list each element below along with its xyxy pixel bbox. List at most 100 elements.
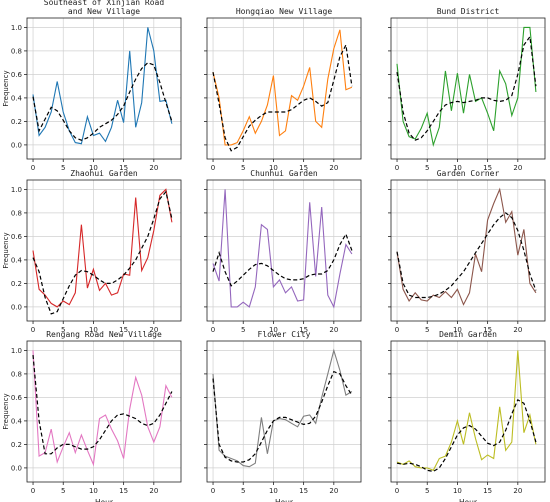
x-tick-label: 10	[269, 164, 278, 172]
x-tick-label: 5	[425, 487, 429, 495]
x-tick-label: 5	[425, 164, 429, 172]
axes-frame	[26, 179, 182, 322]
y-tick-label: 0.4	[11, 417, 23, 425]
subplot-title: Chunhui Garden	[250, 169, 318, 178]
x-tick-label: 0	[211, 487, 215, 495]
axes-frame	[206, 17, 362, 160]
y-axis-label: Frequency	[2, 70, 10, 106]
x-tick-label: 5	[241, 164, 245, 172]
x-tick-label: 20	[513, 164, 522, 172]
y-tick-label: 0.8	[11, 370, 22, 378]
y-tick-label: 0.4	[11, 256, 23, 264]
y-tick-label: 1.0	[11, 186, 22, 194]
x-tick-label: 15	[483, 487, 492, 495]
subplot-title: Rengang Road New Village	[46, 330, 162, 339]
x-tick-label: 10	[89, 326, 98, 334]
x-axis-label: Hour	[275, 498, 294, 502]
axes-frame	[206, 340, 362, 483]
subplot-6: 0 5 10 15 20 Garden Corner	[388, 169, 546, 334]
x-tick-label: 10	[453, 326, 462, 334]
x-tick-label: 20	[329, 326, 338, 334]
subplot-8: 0 5 10 15 20 Flower City Hour	[204, 330, 362, 502]
x-tick-label: 0	[31, 326, 35, 334]
trend-line	[32, 62, 173, 141]
series-line	[32, 350, 173, 467]
y-axis-label: Frequency	[2, 232, 10, 268]
x-tick-label: 0	[211, 164, 215, 172]
axes-frame	[206, 179, 362, 322]
x-tick-label: 10	[89, 164, 98, 172]
subplot-3: 0 5 10 15 20 Bund District	[388, 7, 546, 172]
axes-frame	[390, 340, 546, 483]
subplot-title: Zhaohui Garden	[70, 169, 138, 178]
series-line	[212, 348, 353, 468]
x-tick-label: 20	[149, 164, 158, 172]
y-tick-label: 0.4	[11, 94, 23, 102]
trend-line	[32, 190, 173, 315]
trend-line	[396, 398, 537, 473]
x-tick-label: 5	[61, 164, 65, 172]
x-tick-label: 5	[241, 326, 245, 334]
x-axis-label: Hour	[459, 498, 478, 502]
subplot-1: 0 5 10 15 20 0.0 0.2 0.4 0.6 0.8 1.0 Southeast of X…	[2, 0, 182, 172]
series-line	[32, 188, 173, 308]
subplot-title: Garden Corner	[437, 169, 500, 178]
x-tick-label: 5	[61, 326, 65, 334]
series-line	[212, 29, 353, 146]
trend-line	[212, 232, 353, 287]
x-tick-label: 0	[395, 487, 399, 495]
series-line	[396, 350, 537, 471]
axes-frame	[26, 340, 182, 483]
y-tick-label: 0.6	[11, 394, 23, 402]
subplot-7: 0 5 10 15 20 0.0 0.2 0.4 0.6 0.8 1.0 Rengang Road N…	[2, 330, 182, 502]
x-tick-label: 15	[299, 164, 308, 172]
x-tick-label: 20	[513, 326, 522, 334]
x-axis-label: Hour	[95, 498, 114, 502]
series-line	[32, 27, 173, 145]
series-line	[396, 26, 537, 148]
x-tick-label: 20	[149, 326, 158, 334]
subplot-title: Flower City	[258, 330, 311, 339]
y-tick-label: 0.6	[11, 71, 23, 79]
x-tick-label: 0	[211, 326, 215, 334]
axes-frame	[26, 17, 182, 160]
y-tick-label: 0.8	[11, 209, 22, 217]
y-tick-label: 1.0	[11, 24, 22, 32]
y-tick-label: 0.8	[11, 47, 22, 55]
x-tick-label: 20	[329, 487, 338, 495]
subplot-2: 0 5 10 15 20 Hongqiao New Village	[204, 7, 362, 172]
x-tick-label: 15	[119, 164, 128, 172]
x-tick-label: 15	[299, 326, 308, 334]
x-tick-label: 10	[453, 487, 462, 495]
x-tick-label: 15	[299, 487, 308, 495]
x-tick-label: 5	[241, 487, 245, 495]
subplot-title: Demin Garden	[439, 330, 497, 339]
y-tick-label: 0.2	[11, 280, 22, 288]
y-axis-label: Frequency	[2, 393, 10, 429]
y-tick-label: 0.2	[11, 441, 22, 449]
x-tick-label: 10	[269, 487, 278, 495]
y-tick-label: 1.0	[11, 347, 22, 355]
x-tick-label: 5	[61, 487, 65, 495]
x-tick-label: 15	[119, 326, 128, 334]
axes-frame	[390, 17, 546, 160]
x-tick-label: 0	[31, 487, 35, 495]
subplot-title: Bund District	[437, 7, 500, 16]
subplot-title: Hongqiao New Village	[236, 7, 333, 16]
x-tick-label: 20	[513, 487, 522, 495]
x-tick-label: 10	[269, 326, 278, 334]
subplot-5: 0 5 10 15 20 Chunhui Garden	[204, 169, 362, 334]
subplot-4: 0 5 10 15 20 0.0 0.2 0.4 0.6 0.8 1.0 Zhaohui Garden…	[2, 169, 182, 334]
x-tick-label: 15	[483, 326, 492, 334]
trend-line	[396, 35, 537, 141]
subplot-title: Southeast of Xinjian Road	[44, 0, 165, 7]
x-tick-label: 15	[483, 164, 492, 172]
x-tick-label: 20	[329, 164, 338, 172]
x-tick-label: 10	[89, 487, 98, 495]
y-tick-label: 0.0	[11, 303, 22, 311]
subplot-9: 0 5 10 15 20 Demin Garden Hour	[388, 330, 546, 502]
y-tick-label: 0.6	[11, 233, 23, 241]
x-tick-label: 0	[31, 164, 35, 172]
